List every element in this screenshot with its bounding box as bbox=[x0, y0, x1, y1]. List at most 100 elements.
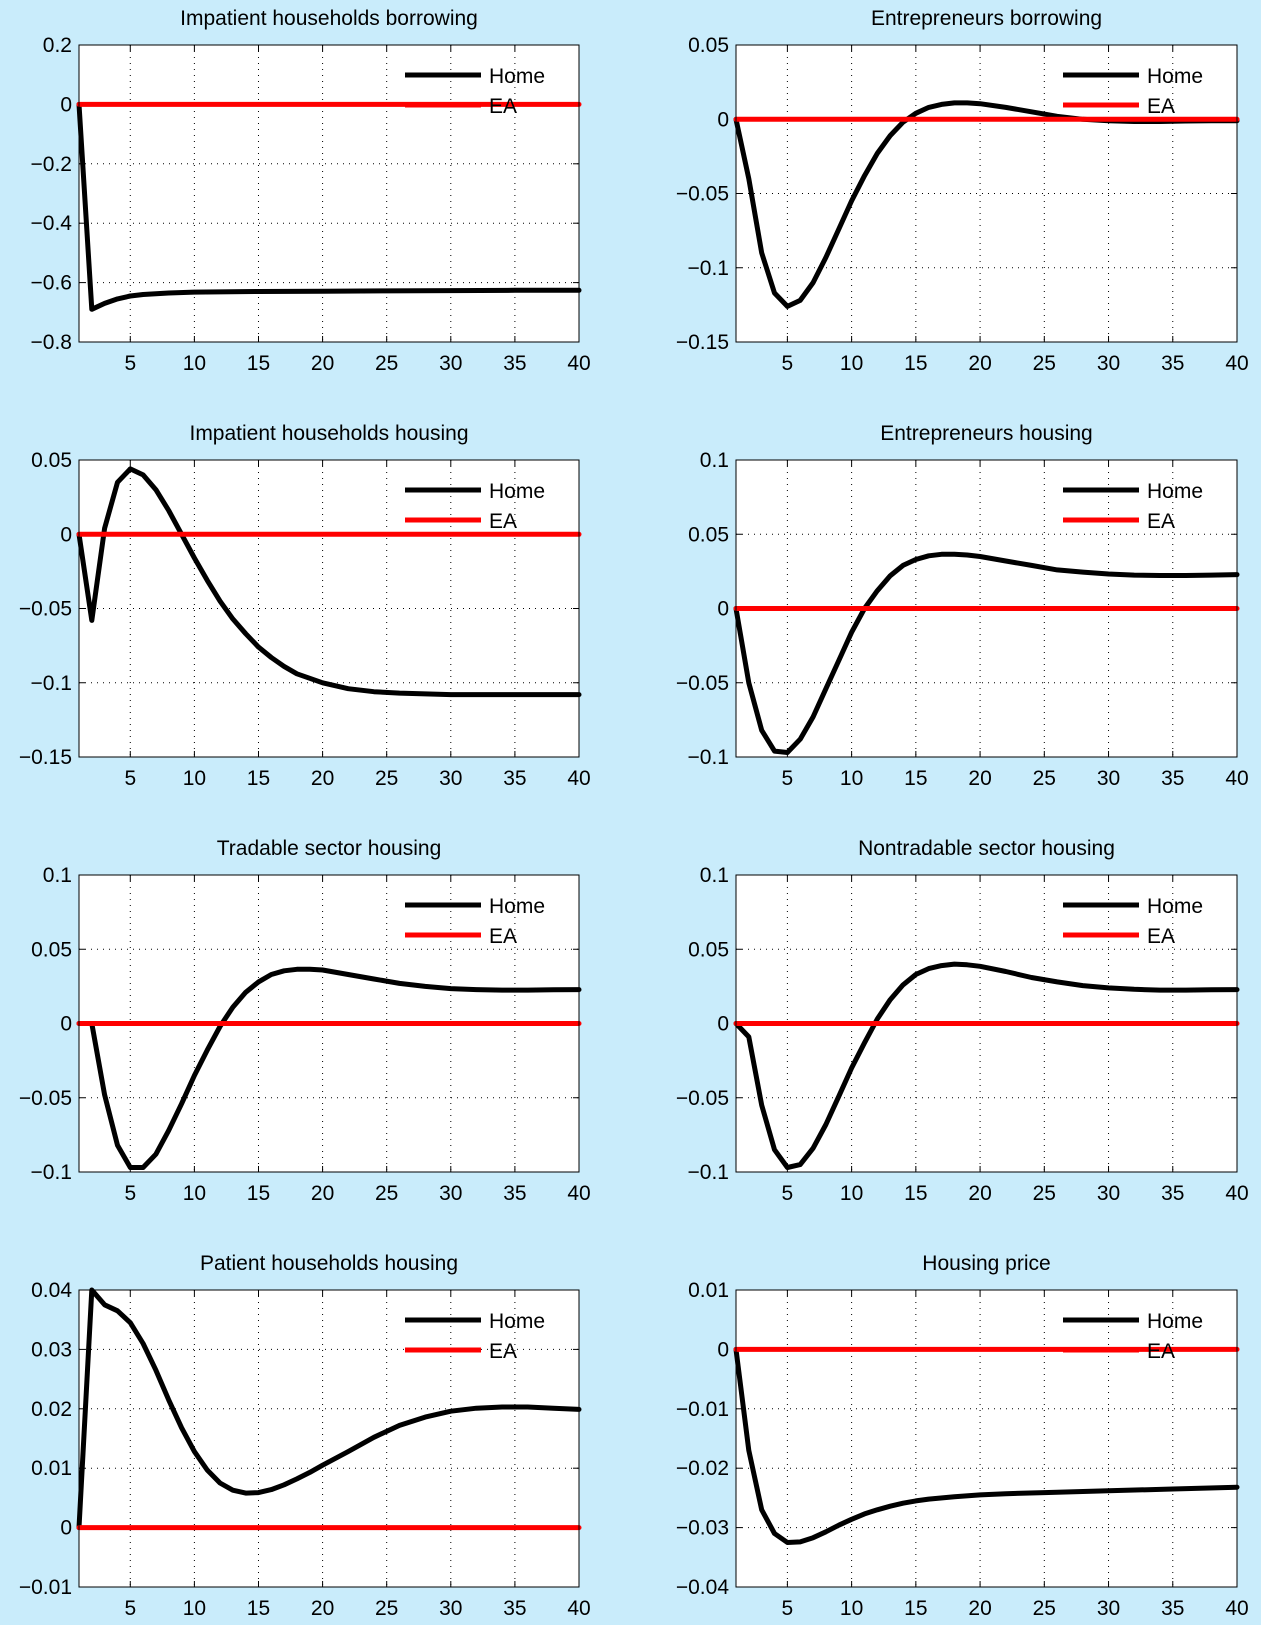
chart-5-x-tick-label-1: 10 bbox=[183, 1182, 206, 1205]
chart-1-y-tick-label-1: −0.6 bbox=[31, 272, 72, 295]
chart-5-y-tick-label-0: −0.1 bbox=[31, 1161, 72, 1184]
chart-4-legend-label-home: Home bbox=[1147, 480, 1203, 503]
chart-1-x-tick-label-0: 5 bbox=[124, 352, 136, 375]
chart-1-legend-label-ea: EA bbox=[489, 95, 517, 118]
chart-2-plot-area bbox=[736, 45, 1237, 342]
chart-3: Home EA 5 10 15 20 25 30 35 40 −0.15 −0.1 −0.05 0 0.05… bbox=[19, 422, 591, 790]
chart-2-x-tick-label-6: 35 bbox=[1161, 352, 1184, 375]
chart-6-legend-label-home: Home bbox=[1147, 895, 1203, 918]
chart-3-x-tick-label-6: 35 bbox=[503, 767, 526, 790]
chart-4-axes-box bbox=[735, 459, 1238, 758]
chart-4-x-tick-label-3: 20 bbox=[968, 767, 991, 790]
chart-8-y-tick-label-4: 0 bbox=[717, 1338, 729, 1361]
chart-6-y-tick-label-1: −0.05 bbox=[676, 1087, 729, 1110]
chart-5-y-tick-label-3: 0.05 bbox=[31, 938, 72, 961]
chart-2-x-tick-label-2: 15 bbox=[904, 352, 927, 375]
chart-5-legend-label-ea: EA bbox=[489, 925, 517, 948]
chart-4-y-tick-label-4: 0.1 bbox=[700, 449, 729, 472]
chart-5-x-tick-label-6: 35 bbox=[503, 1182, 526, 1205]
chart-4-x-tick-label-0: 5 bbox=[782, 767, 794, 790]
chart-5-series-home-line bbox=[76, 966, 582, 1170]
chart-5-x-tick-label-5: 30 bbox=[439, 1182, 462, 1205]
chart-1-x-tick-label-2: 15 bbox=[247, 352, 270, 375]
chart-4-x-tick-label-6: 35 bbox=[1161, 767, 1184, 790]
chart-7-axes-box bbox=[78, 1289, 580, 1588]
chart-4-x-tick-label-5: 30 bbox=[1097, 767, 1120, 790]
chart-5-y-tick-label-2: 0 bbox=[60, 1013, 72, 1036]
chart-5: Home EA 5 10 15 20 25 30 35 40 −0.1 −0.05 0 0.05 0.1 Tr… bbox=[19, 837, 591, 1205]
chart-1-x-tick-label-7: 40 bbox=[567, 352, 590, 375]
chart-7-y-tick-label-2: 0.01 bbox=[31, 1457, 72, 1480]
chart-8-series-home-line bbox=[733, 1346, 1240, 1545]
chart-4-y-tick-label-3: 0.05 bbox=[688, 523, 729, 546]
chart-7-x-tick-label-5: 30 bbox=[439, 1597, 462, 1620]
chart-7-series-home-line bbox=[76, 1287, 582, 1531]
chart-4-x-tick-label-7: 40 bbox=[1225, 767, 1248, 790]
chart-5-legend-label-home: Home bbox=[489, 895, 545, 918]
chart-4-series-home-line bbox=[733, 551, 1240, 755]
chart-7-x-tick-label-2: 15 bbox=[247, 1597, 270, 1620]
chart-3-x-tick-label-2: 15 bbox=[247, 767, 270, 790]
chart-6-legend-label-ea: EA bbox=[1147, 925, 1175, 948]
chart-7: Home EA 5 10 15 20 25 30 35 40 −0.01 0 0.01 0.02 0.03 0… bbox=[19, 1252, 591, 1620]
chart-4-title: Entrepreneurs housing bbox=[880, 422, 1092, 445]
chart-1-y-tick-label-2: −0.4 bbox=[31, 212, 73, 235]
chart-4-y-tick-label-0: −0.1 bbox=[688, 746, 729, 769]
chart-4-x-tick-label-1: 10 bbox=[840, 767, 863, 790]
chart-3-axes-box bbox=[78, 459, 580, 758]
chart-5-y-tick-label-1: −0.05 bbox=[19, 1087, 72, 1110]
chart-8-legend-label-ea: EA bbox=[1147, 1340, 1175, 1363]
chart-3-y-tick-label-1: −0.1 bbox=[31, 672, 72, 695]
chart-1-title: Impatient households borrowing bbox=[180, 7, 478, 30]
chart-2-axes-box bbox=[735, 44, 1238, 343]
chart-5-x-tick-label-7: 40 bbox=[567, 1182, 590, 1205]
chart-1-plot-area bbox=[79, 45, 579, 342]
chart-2-y-tick-label-2: −0.05 bbox=[676, 183, 729, 206]
chart-8-x-tick-label-2: 15 bbox=[904, 1597, 927, 1620]
chart-7-x-tick-label-4: 25 bbox=[375, 1597, 398, 1620]
chart-3-y-tick-label-0: −0.15 bbox=[19, 746, 72, 769]
chart-7-y-tick-label-4: 0.03 bbox=[31, 1338, 72, 1361]
chart-7-x-tick-label-0: 5 bbox=[124, 1597, 136, 1620]
chart-1-x-tick-label-1: 10 bbox=[183, 352, 206, 375]
chart-1-y-tick-label-4: 0 bbox=[60, 93, 72, 116]
chart-2-y-tick-label-3: 0 bbox=[717, 108, 729, 131]
chart-3-y-tick-label-4: 0.05 bbox=[31, 449, 72, 472]
chart-3-x-tick-label-5: 30 bbox=[439, 767, 462, 790]
chart-6-x-tick-label-4: 25 bbox=[1033, 1182, 1056, 1205]
chart-5-y-tick-label-4: 0.1 bbox=[43, 864, 72, 887]
chart-2: Home EA 5 10 15 20 25 30 35 40 −0.15 −0.1 −0.05 0 0.05… bbox=[676, 7, 1249, 375]
chart-8-x-tick-label-4: 25 bbox=[1033, 1597, 1056, 1620]
chart-2-x-tick-label-4: 25 bbox=[1033, 352, 1056, 375]
chart-6-y-tick-label-3: 0.05 bbox=[688, 938, 729, 961]
chart-5-x-tick-label-0: 5 bbox=[124, 1182, 136, 1205]
chart-2-x-tick-label-3: 20 bbox=[968, 352, 991, 375]
chart-2-x-tick-label-7: 40 bbox=[1225, 352, 1248, 375]
chart-3-plot-area bbox=[79, 460, 579, 757]
chart-1-y-tick-label-0: −0.8 bbox=[31, 331, 72, 354]
chart-3-x-tick-label-4: 25 bbox=[375, 767, 398, 790]
chart-3-series-home-line bbox=[76, 466, 582, 698]
chart-1-legend-label-home: Home bbox=[489, 65, 545, 88]
chart-3-x-tick-label-0: 5 bbox=[124, 767, 136, 790]
chart-5-x-tick-label-3: 20 bbox=[311, 1182, 334, 1205]
chart-8-x-tick-label-5: 30 bbox=[1097, 1597, 1120, 1620]
chart-8-title: Housing price bbox=[922, 1252, 1050, 1275]
chart-1-series-home-line bbox=[76, 101, 582, 312]
chart-4-y-tick-label-2: 0 bbox=[717, 598, 729, 621]
chart-7-y-tick-label-1: 0 bbox=[60, 1517, 72, 1540]
chart-7-legend-label-ea: EA bbox=[489, 1340, 517, 1363]
chart-8-x-tick-label-6: 35 bbox=[1161, 1597, 1184, 1620]
chart-8-x-tick-label-1: 10 bbox=[840, 1597, 863, 1620]
chart-8-y-tick-label-5: 0.01 bbox=[688, 1279, 729, 1302]
chart-1-x-tick-label-4: 25 bbox=[375, 352, 398, 375]
chart-4: Home EA 5 10 15 20 25 30 35 40 −0.1 −0.05 0 0.05 0.1 En… bbox=[676, 422, 1249, 790]
chart-2-y-tick-label-1: −0.1 bbox=[688, 257, 729, 280]
chart-8-x-tick-label-3: 20 bbox=[968, 1597, 991, 1620]
chart-5-x-tick-label-4: 25 bbox=[375, 1182, 398, 1205]
chart-6-x-tick-label-3: 20 bbox=[968, 1182, 991, 1205]
chart-3-title: Impatient households housing bbox=[189, 422, 468, 445]
chart-8-x-tick-label-7: 40 bbox=[1225, 1597, 1248, 1620]
chart-8-y-tick-label-2: −0.02 bbox=[676, 1457, 729, 1480]
